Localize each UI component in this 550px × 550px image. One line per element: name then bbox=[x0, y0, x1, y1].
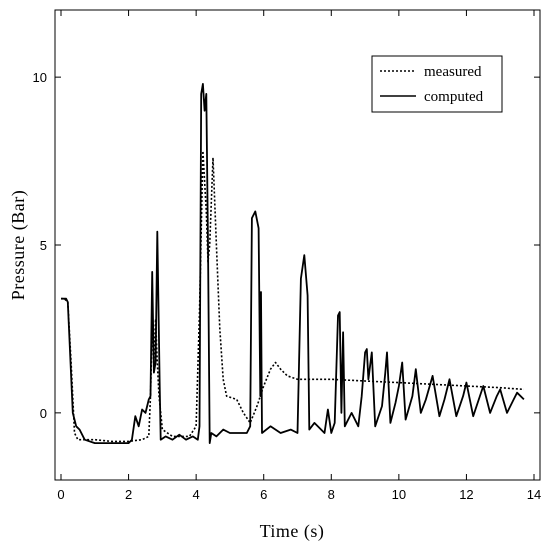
x-axis-label: Time (s) bbox=[260, 521, 325, 542]
legend-box bbox=[371, 55, 503, 113]
y-tick-label: 5 bbox=[40, 238, 47, 253]
axis-ticks: 0 2 4 6 8 10 12 14 0 5 10 bbox=[33, 10, 541, 502]
legend-computed-label: computed bbox=[424, 89, 484, 105]
legend-measured-label: measured bbox=[424, 64, 482, 80]
x-tick-label: 4 bbox=[193, 487, 200, 502]
x-tick-label: 12 bbox=[459, 487, 473, 502]
y-tick-label: 0 bbox=[40, 406, 47, 421]
series-line-computed bbox=[61, 83, 525, 444]
y-axis-label: Pressure (Bar) bbox=[8, 190, 29, 300]
legend: measured computed bbox=[371, 55, 503, 113]
series-layer bbox=[61, 83, 525, 444]
x-tick-label: 0 bbox=[57, 487, 64, 502]
series-line-measured bbox=[61, 150, 524, 443]
x-tick-label: 2 bbox=[125, 487, 132, 502]
x-tick-label: 14 bbox=[527, 487, 541, 502]
x-tick-label: 10 bbox=[392, 487, 406, 502]
x-tick-label: 6 bbox=[260, 487, 267, 502]
y-tick-label: 10 bbox=[33, 70, 47, 85]
x-tick-label: 8 bbox=[328, 487, 335, 502]
